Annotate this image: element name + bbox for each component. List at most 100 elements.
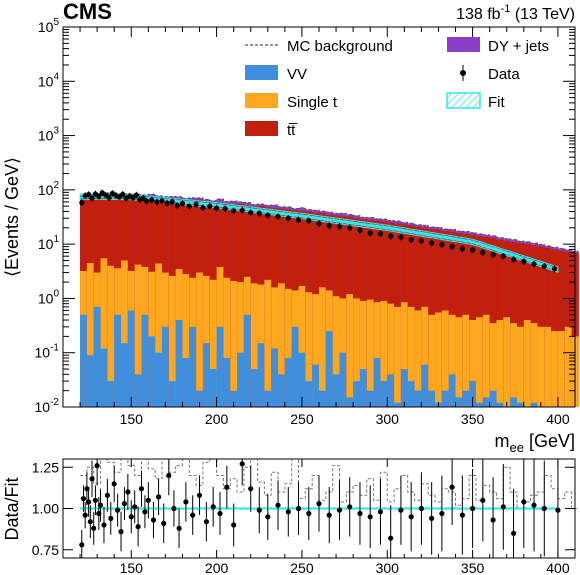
vv-bin [196,390,204,407]
ratio-point [449,484,455,490]
data-point [551,266,558,272]
st-bin [510,323,518,407]
ratio-point [231,522,237,528]
st-bin [278,283,286,407]
vv-bin [462,390,470,407]
st-bin [387,303,395,407]
ratio-point [183,499,189,505]
x-axis-label-unit: [GeV] [529,431,575,451]
data-point [265,212,271,218]
st-bin [537,326,545,407]
ratio-point [306,510,312,517]
data-point [388,233,394,239]
ratio-point [398,507,404,513]
data-point [398,234,404,240]
x-axis-label-sub: ee [509,440,523,455]
data-point [200,205,206,211]
vv-bin [359,369,368,407]
vv-bin [230,390,238,407]
data-point [179,200,186,207]
data-point [186,203,192,209]
data-point [295,217,302,223]
ratio-point [531,502,537,508]
data-point [144,198,150,204]
fit-band-area [79,193,559,273]
data-point [207,203,213,209]
data-point [408,237,414,243]
st-bin [86,262,95,407]
vv-bin [175,320,183,407]
vv-bin [476,402,484,407]
legend-fit-swatch [446,92,481,109]
st-bin [482,314,490,407]
ratio-point [80,496,87,502]
st-bin [551,331,559,407]
legend-tt-label: tt̅ [287,122,298,139]
st-bin [503,317,511,407]
st-bin [134,264,142,407]
mc-background-step [80,192,579,252]
ratio-axis-ticks: 150 200 250 300 350 400 0.75 1.00 1.25 [32,459,576,575]
vv-bin [448,374,456,407]
legend-tt-swatch [245,121,278,136]
vv-bin [400,369,409,407]
vv-bin [114,314,122,407]
ratio-point [510,530,517,536]
st-bin [359,300,368,407]
vv-bin [469,381,477,407]
data-point [449,244,455,250]
vv-bin [325,331,333,407]
st-bin [516,326,525,407]
ratio-point [224,484,230,490]
legend-fit-label: Fit [488,94,505,111]
st-bin [284,288,292,407]
x-tick-label: 300 [376,411,400,427]
ratio-points [79,459,561,558]
data-point [510,257,517,263]
luminosity-label: 138 fb-1 (13 TeV) [456,3,575,23]
st-bin [250,283,258,407]
data-point [470,247,476,253]
data-point [336,224,343,230]
st-bin [196,272,204,407]
st-bin [557,331,566,407]
y-tick-label: 100 [38,288,60,306]
data-point [275,214,281,220]
data-point [133,192,139,198]
vv-bin [100,348,108,407]
vv-bin [339,352,347,407]
ratio-point [285,509,291,515]
legend-vv-label: VV [287,66,307,83]
st-bin [319,287,327,407]
vv-bin [134,374,142,407]
ratio-point [295,505,302,512]
st-bin [544,326,552,407]
ratio-y-axis-label: Data/Fit [2,477,22,540]
data-point [214,205,220,211]
y-tick-label: 102 [38,180,60,198]
st-bin [421,306,429,407]
ratio-point [377,509,383,515]
vv-bin [298,352,306,407]
data-point [418,238,424,244]
vv-bin [421,364,429,407]
ratio-point [82,512,88,518]
ratio-point [521,499,527,505]
ratio-point [336,507,343,513]
ratio-point [388,535,394,541]
st-bin [414,310,422,407]
st-bin [373,302,381,407]
data-point [239,207,245,213]
st-bin [264,279,272,407]
data-point [490,252,496,258]
main-x-axis-label: mee [GeV] [494,431,575,455]
ratio-y-tick-label: 0.75 [32,542,59,558]
data-point [120,191,126,197]
vv-bin [353,381,361,407]
data-point [149,197,155,203]
vv-bin [407,381,415,407]
vv-bin [264,390,272,407]
ratio-y-tick-label: 1.25 [32,459,59,475]
ratio-x-tick-label: 350 [461,560,485,575]
